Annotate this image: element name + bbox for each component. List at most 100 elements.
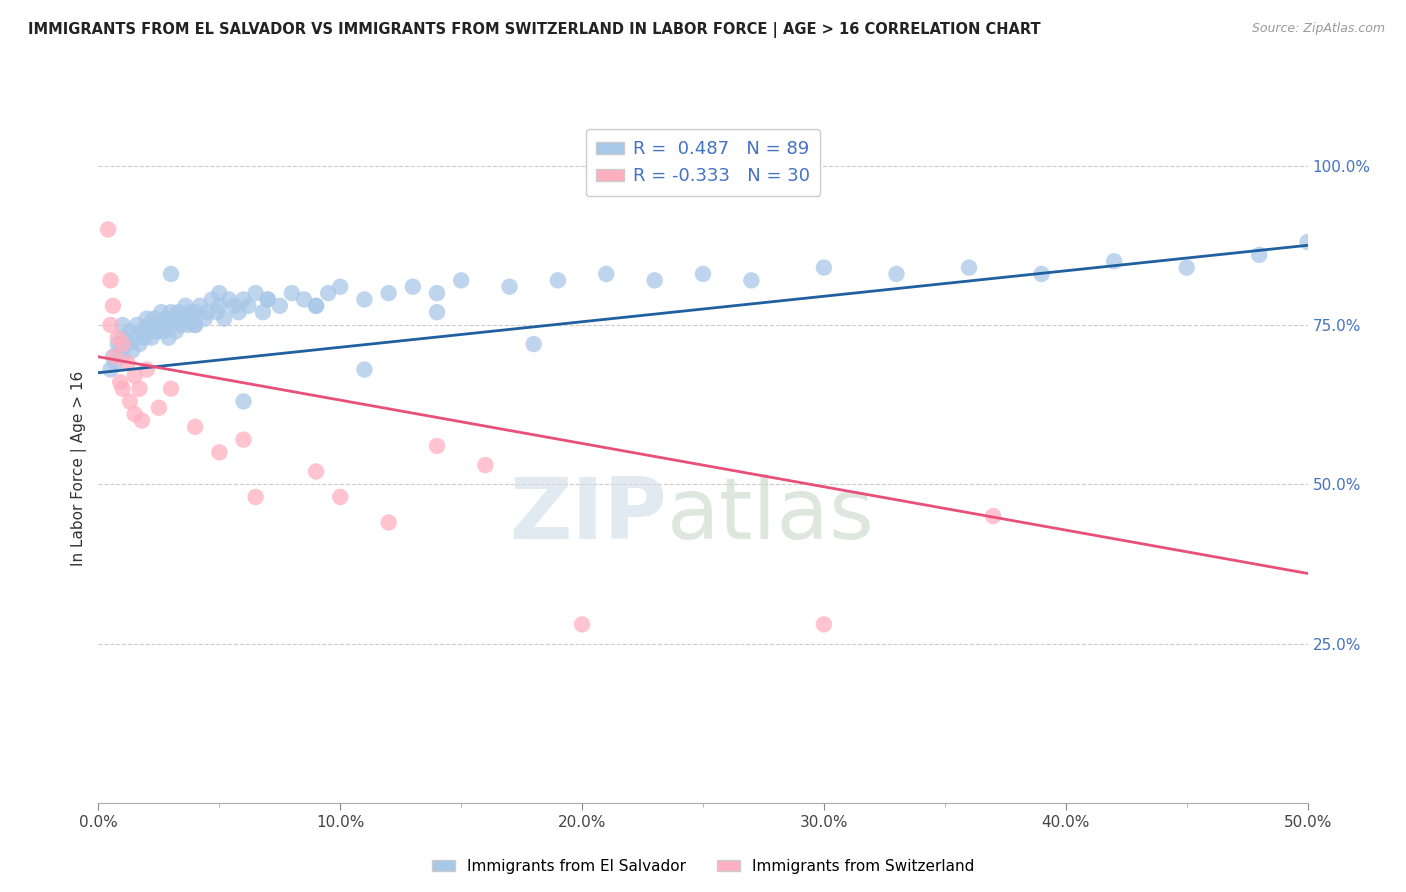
Text: IMMIGRANTS FROM EL SALVADOR VS IMMIGRANTS FROM SWITZERLAND IN LABOR FORCE | AGE : IMMIGRANTS FROM EL SALVADOR VS IMMIGRANT… (28, 22, 1040, 38)
Point (256, 293, 278, 307)
Point (571, 617, 593, 632)
Point (329, 490, 352, 504)
Point (108, 343, 131, 358)
Point (162, 311, 184, 326)
Point (104, 350, 127, 364)
Point (131, 413, 153, 427)
Point (131, 324, 153, 338)
Point (957, 260, 980, 275)
Point (305, 299, 328, 313)
Point (238, 299, 260, 313)
Point (167, 305, 190, 319)
Point (117, 356, 139, 370)
Point (121, 343, 143, 358)
Point (135, 362, 157, 376)
Point (181, 311, 204, 326)
Point (692, 267, 714, 281)
Point (179, 305, 201, 319)
Point (117, 337, 139, 351)
Point (172, 311, 194, 326)
Point (184, 318, 207, 332)
Point (111, 337, 134, 351)
Point (135, 311, 157, 326)
Point (316, 286, 339, 301)
Point (143, 311, 166, 326)
Point (100, 273, 122, 287)
Point (111, 318, 134, 332)
Point (644, 273, 666, 287)
Point (174, 299, 197, 313)
Point (134, 331, 156, 345)
Point (184, 318, 207, 332)
Point (228, 305, 250, 319)
Point (218, 293, 240, 307)
Point (160, 382, 183, 396)
Point (329, 279, 352, 293)
Point (377, 516, 399, 530)
Legend: Immigrants from El Salvador, Immigrants from Switzerland: Immigrants from El Salvador, Immigrants … (426, 853, 980, 880)
Point (135, 324, 157, 338)
Point (128, 382, 150, 396)
Point (256, 293, 278, 307)
Point (547, 273, 569, 287)
Point (155, 311, 177, 326)
Point (269, 299, 291, 313)
Point (124, 368, 146, 383)
Point (886, 267, 908, 281)
Point (184, 305, 207, 319)
Point (981, 509, 1004, 524)
Point (145, 324, 167, 338)
Point (232, 394, 254, 409)
Point (252, 305, 274, 319)
Point (353, 293, 375, 307)
Point (107, 337, 129, 351)
Point (165, 324, 187, 338)
Text: Source: ZipAtlas.com: Source: ZipAtlas.com (1251, 22, 1385, 36)
Point (1102, 254, 1125, 268)
Point (194, 311, 217, 326)
Text: atlas: atlas (666, 474, 875, 557)
Point (124, 331, 146, 345)
Point (108, 376, 131, 390)
Point (101, 299, 124, 313)
Legend: R =  0.487   N = 89, R = -0.333   N = 30: R = 0.487 N = 89, R = -0.333 N = 30 (586, 129, 820, 196)
Point (474, 458, 496, 472)
Point (152, 324, 174, 338)
Point (245, 490, 267, 504)
Point (97, 222, 120, 236)
Point (177, 318, 200, 332)
Point (305, 299, 328, 313)
Point (111, 350, 134, 364)
Point (426, 286, 449, 301)
Point (141, 331, 163, 345)
Point (160, 318, 183, 332)
Point (208, 286, 231, 301)
Point (245, 286, 267, 301)
Point (292, 293, 315, 307)
Point (138, 318, 160, 332)
Point (281, 286, 304, 301)
Point (188, 299, 211, 313)
Point (232, 433, 254, 447)
Point (104, 356, 127, 370)
Point (426, 439, 449, 453)
Point (740, 273, 762, 287)
Point (353, 362, 375, 376)
Point (100, 318, 122, 332)
Point (222, 299, 245, 313)
Point (208, 445, 231, 459)
Point (208, 299, 231, 313)
Point (1249, 248, 1271, 262)
Point (124, 407, 146, 421)
Point (111, 331, 134, 345)
Point (212, 311, 235, 326)
Point (813, 260, 835, 275)
Point (232, 293, 254, 307)
Point (127, 318, 149, 332)
Point (377, 286, 399, 301)
Point (160, 267, 183, 281)
Point (498, 279, 520, 293)
Point (1031, 267, 1053, 281)
Point (148, 318, 170, 332)
Text: ZIP: ZIP (509, 474, 666, 557)
